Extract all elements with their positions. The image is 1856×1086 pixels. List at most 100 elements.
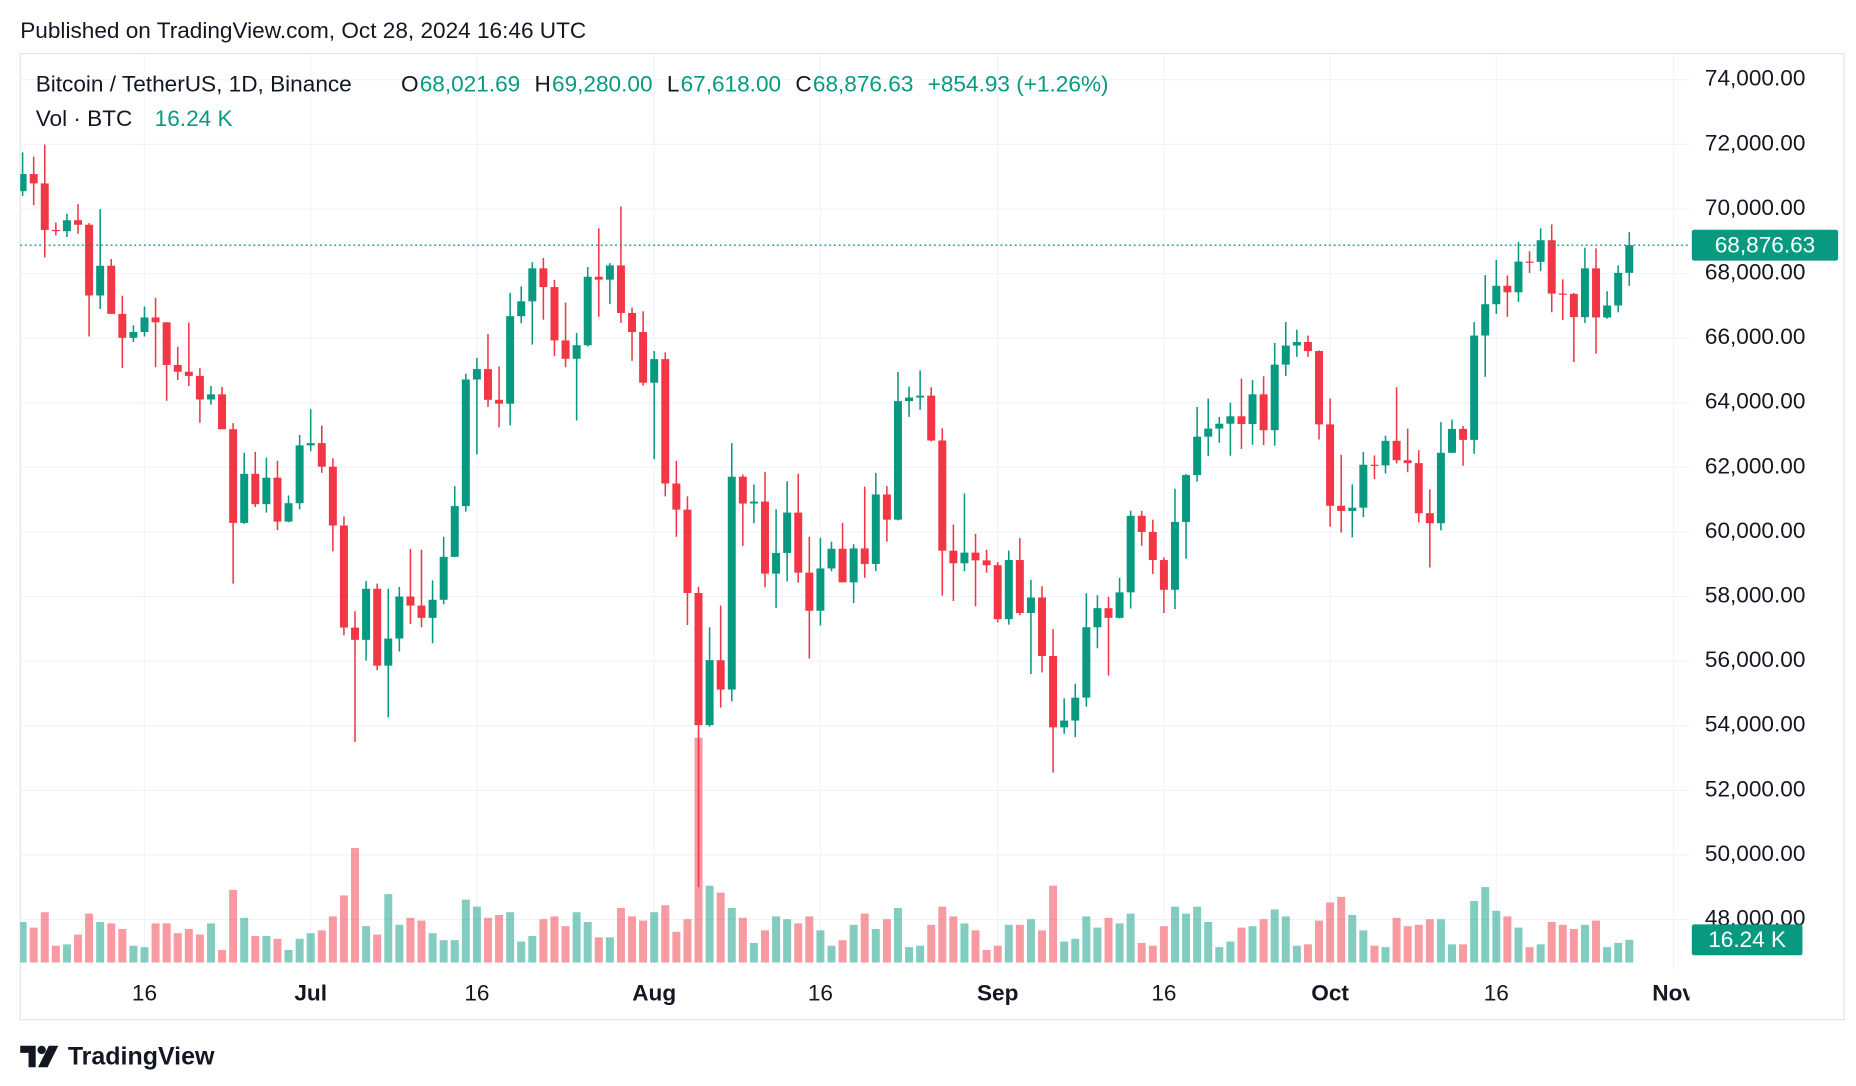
candle-body [605,265,614,280]
volume-bar [916,945,925,963]
candle-body [118,313,127,338]
volume-bar [362,926,371,963]
volume-bar [727,908,736,963]
candle-body [1082,627,1091,698]
candle-body [1215,423,1224,429]
candle-body [539,268,548,288]
candle-body [1525,261,1534,263]
volume-bar [550,916,559,963]
volume-bar [1337,896,1346,963]
volume-bar [594,937,603,963]
candle-body [1315,351,1324,425]
volume-bar [860,913,869,963]
volume-bar [74,934,82,963]
candle-body [1004,560,1013,620]
ohlc-key: L [667,72,680,97]
candle-body [351,627,360,640]
candle-body [528,268,537,302]
candle-body [384,638,393,666]
x-tick-label: Aug [632,981,676,1006]
volume-bar [794,923,803,963]
volume-bar [417,920,426,963]
volume-bar [1248,926,1257,963]
volume-bar [1547,922,1556,963]
volume-bar [495,915,504,963]
candle-body [550,287,559,341]
volume-bar [683,919,692,963]
candle-body [1226,416,1235,424]
volume-bar [1603,947,1612,963]
candle-body [1359,464,1368,508]
brand-logo [20,1045,36,1068]
volume-bar [927,924,936,963]
candle-body [849,548,858,583]
candle-body [661,359,670,484]
x-axis: 16 Jul 16 Aug 16 Sep 16 Oct 16 Nov [132,981,1690,1006]
volume-bar [229,889,238,963]
y-tick-label: 72,000.00 [1705,130,1806,155]
candle-body [173,364,182,372]
volume-bar [605,937,614,963]
volume-bar [1470,901,1479,963]
candle-body [871,494,880,564]
volume-bar [905,947,914,963]
volume-tag [1691,924,1803,956]
x-tick-label: 16 [464,981,489,1006]
candle-body [783,512,792,553]
volume-bar [949,916,958,963]
ohlc-value: 68,876.63 [813,72,914,97]
candle-body [373,588,382,666]
candle-body [206,394,215,400]
candle-body [240,473,249,523]
y-tick-label: 62,000.00 [1705,453,1806,478]
volume-bar [528,935,537,963]
candle-body [1370,464,1379,466]
change-value: +854.93 (+1.26%) [928,72,1109,97]
volume-bar [772,916,781,963]
y-tick-label: 60,000.00 [1705,518,1806,543]
candle-body [472,369,481,380]
y-tick-label: 54,000.00 [1705,712,1806,737]
volume-bar [1015,924,1024,963]
candle-body [1392,440,1401,461]
candle-body [395,596,404,639]
candle-body [107,265,116,314]
volume-bar [1592,920,1601,963]
ohlc-key: C [795,72,811,97]
legend-header: Bitcoin / TetherUS, 1D, Binance Vol · BT… [36,72,1109,132]
candle-body [417,605,426,618]
volume-bar [295,938,304,963]
volume-bar [218,949,227,963]
volume-bar [616,908,625,963]
candle-body [805,572,814,611]
volume-bar [1215,947,1224,963]
candle-body [1447,428,1456,453]
candle-body [794,512,803,573]
volume-bar [1348,915,1357,963]
volume-bar [650,912,659,963]
volume-bar [1281,916,1290,963]
candle-body [295,445,304,504]
volume-bar [273,938,282,963]
candle-body [727,476,736,690]
candle-body [1625,245,1634,273]
volume-bar [506,912,515,963]
candle-body [29,174,38,184]
volume-bar [20,922,27,963]
volume-bar [1359,930,1368,963]
volume-bar [1459,944,1468,963]
candle-body [761,501,769,574]
volume-bar [1204,922,1213,963]
candle-body [1093,608,1102,628]
candle-body [1381,440,1390,466]
y-tick-label: 66,000.00 [1705,324,1806,349]
volume-bar [151,923,160,963]
candle-body [639,331,648,383]
candle-body [927,395,936,441]
candle-body [1248,394,1257,425]
candle-body [184,371,193,376]
candle-body [1492,285,1501,305]
volume-bar [450,940,459,963]
volume-bar [993,945,1002,963]
